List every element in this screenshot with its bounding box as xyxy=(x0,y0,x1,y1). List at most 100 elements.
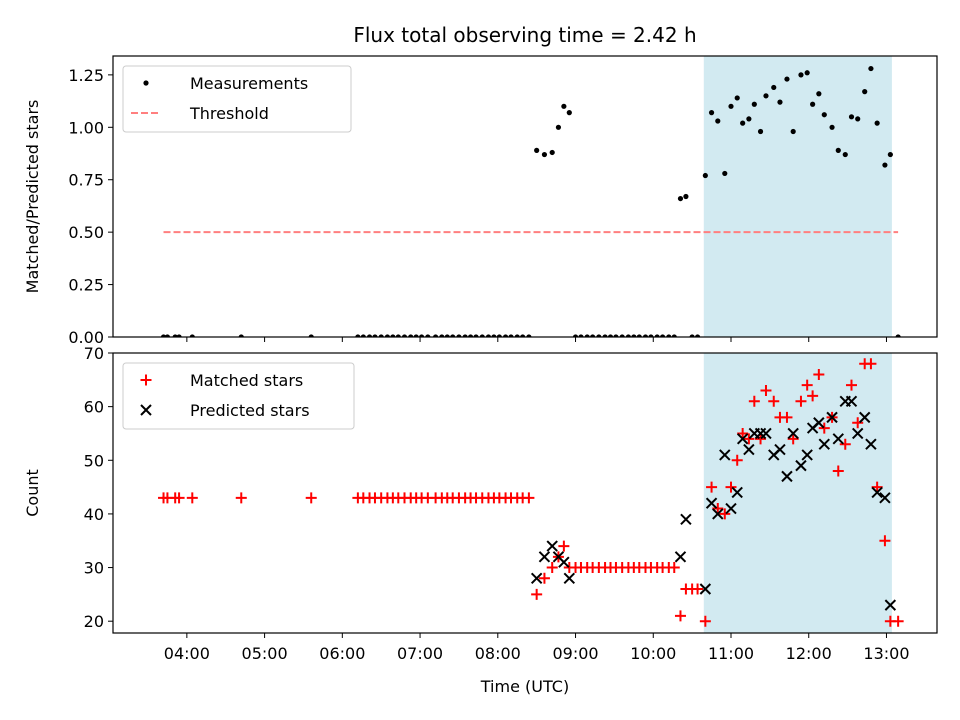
data-point xyxy=(858,411,871,424)
data-point xyxy=(712,508,724,520)
data-point xyxy=(674,610,686,622)
data-point xyxy=(892,615,904,627)
legend-label: Measurements xyxy=(190,74,308,93)
data-point xyxy=(450,334,456,337)
data-point xyxy=(795,459,807,472)
series-matched-stars xyxy=(158,358,904,627)
data-point xyxy=(473,334,479,337)
data-point xyxy=(719,508,731,520)
data-point xyxy=(810,101,816,107)
data-point xyxy=(813,417,825,429)
x-tick-label: 06:00 xyxy=(319,644,365,663)
data-point xyxy=(795,395,807,407)
data-point xyxy=(746,116,752,122)
data-point xyxy=(666,334,672,337)
y-tick-label: 0.75 xyxy=(68,171,104,190)
data-point xyxy=(871,481,883,493)
data-point xyxy=(235,492,247,504)
data-point xyxy=(757,128,764,135)
data-point xyxy=(674,551,687,563)
data-point xyxy=(619,334,625,337)
data-point xyxy=(479,334,485,337)
data-point xyxy=(818,422,830,434)
x-tick-label: 11:00 xyxy=(708,644,754,663)
data-point xyxy=(816,91,822,97)
series-predicted-stars xyxy=(530,395,897,611)
data-point xyxy=(706,481,718,493)
data-point xyxy=(531,588,543,600)
data-point xyxy=(558,556,570,568)
data-point xyxy=(804,70,810,76)
data-point xyxy=(777,99,783,105)
data-point xyxy=(538,572,550,584)
data-point xyxy=(160,334,167,337)
x-tick-label: 10:00 xyxy=(630,644,676,663)
data-point xyxy=(743,443,755,456)
y-tick-label: 70 xyxy=(84,344,104,363)
data-point xyxy=(763,93,769,99)
data-point xyxy=(549,149,555,156)
data-point xyxy=(308,334,314,337)
data-point xyxy=(768,395,780,407)
x-tick-label: 04:00 xyxy=(164,644,210,663)
y-tick-label: 20 xyxy=(84,612,104,631)
bottom-panel-count: 04:00 05:00 06:00 07:00 08:00 09:00 10:00 11:00… xyxy=(23,344,938,663)
data-point xyxy=(852,427,864,440)
y-tick-label: 0.00 xyxy=(68,328,104,347)
data-point xyxy=(408,334,414,337)
x-tick-label: 12:00 xyxy=(786,644,832,663)
data-point xyxy=(596,334,602,337)
y-tick-label: 40 xyxy=(84,505,104,524)
data-point xyxy=(671,334,677,337)
top-panel-ratio: 0.00 0.25 0.50 0.75 1.00 1.25 Matched/Predicte… xyxy=(23,55,938,347)
data-point xyxy=(602,334,608,337)
data-point xyxy=(699,615,711,627)
data-point xyxy=(734,95,740,101)
data-point xyxy=(740,120,746,126)
x-tick-label: 05:00 xyxy=(242,644,288,663)
data-point xyxy=(801,449,813,461)
data-point xyxy=(887,151,893,158)
data-point xyxy=(578,334,584,337)
data-point xyxy=(852,417,864,429)
data-point xyxy=(546,562,558,574)
data-point xyxy=(839,438,851,450)
data-point xyxy=(736,433,749,445)
data-point xyxy=(467,334,474,337)
plot-area xyxy=(158,358,904,627)
data-point xyxy=(631,334,637,337)
data-point xyxy=(395,334,401,337)
data-point xyxy=(502,334,509,337)
data-point xyxy=(534,147,540,153)
data-point xyxy=(743,433,755,445)
data-point xyxy=(702,172,708,179)
plot-area xyxy=(160,65,901,337)
data-point xyxy=(835,147,841,153)
data-point xyxy=(508,334,514,337)
legend-marker xyxy=(140,374,152,386)
data-point xyxy=(874,120,880,126)
data-point xyxy=(748,395,760,407)
data-point xyxy=(305,492,317,504)
data-point xyxy=(829,124,835,130)
data-point xyxy=(378,334,384,337)
data-point xyxy=(176,334,182,337)
data-point xyxy=(728,103,734,109)
y-tick-label: 1.00 xyxy=(68,118,104,137)
data-point xyxy=(384,334,391,337)
y-axis-label: Matched/Predicted stars xyxy=(23,100,42,294)
observing-window-shading xyxy=(703,353,892,633)
data-point xyxy=(413,334,419,337)
data-point xyxy=(712,503,724,515)
data-point xyxy=(677,195,684,202)
data-point xyxy=(360,334,366,337)
data-point xyxy=(832,433,844,445)
data-point xyxy=(390,334,396,337)
data-point xyxy=(189,334,195,337)
series-measurements xyxy=(160,65,901,337)
chart-title: Flux total observing time = 2.42 h xyxy=(353,23,696,47)
x-tick-label: 07:00 xyxy=(397,644,443,663)
data-point xyxy=(555,124,562,130)
data-point xyxy=(668,562,680,574)
